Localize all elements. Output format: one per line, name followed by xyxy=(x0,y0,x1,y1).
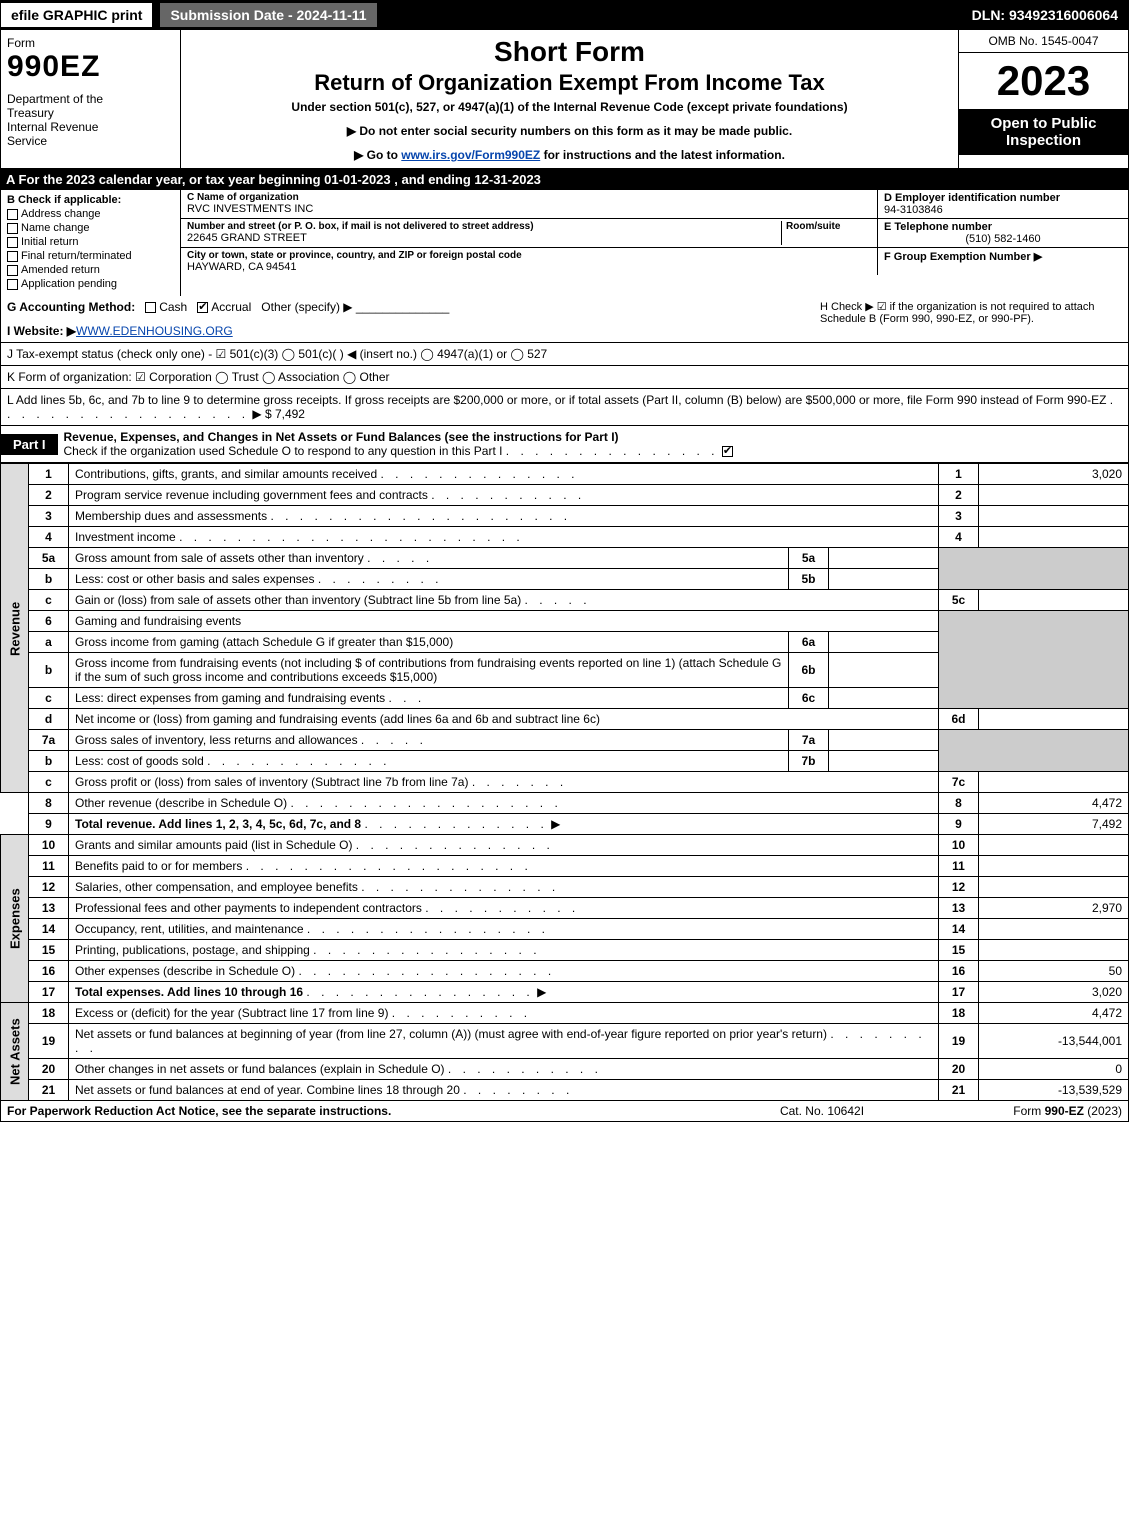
line-table: Revenue 1Contributions, gifts, grants, a… xyxy=(0,463,1129,1101)
org-name: RVC INVESTMENTS INC xyxy=(187,203,871,215)
check-initial-return[interactable]: Initial return xyxy=(7,236,174,248)
form-header: Form 990EZ Department of theTreasuryInte… xyxy=(0,30,1129,169)
netassets-side-label: Net Assets xyxy=(1,1003,29,1101)
form-word: Form xyxy=(7,36,174,50)
part1-title: Revenue, Expenses, and Changes in Net As… xyxy=(64,430,619,444)
part1-schedule-o-check[interactable] xyxy=(722,446,733,457)
line1-val: 3,020 xyxy=(979,464,1129,485)
check-final-return[interactable]: Final return/terminated xyxy=(7,250,174,262)
paperwork-notice: For Paperwork Reduction Act Notice, see … xyxy=(7,1104,722,1118)
line9-val: 7,492 xyxy=(979,814,1129,835)
check-address-change[interactable]: Address change xyxy=(7,208,174,220)
footer: For Paperwork Reduction Act Notice, see … xyxy=(0,1101,1129,1122)
dln-label: DLN: 93492316006064 xyxy=(962,3,1128,27)
b-label: B Check if applicable: xyxy=(7,194,174,206)
c-address: Number and street (or P. O. box, if mail… xyxy=(181,219,878,247)
col-cdef: C Name of organization RVC INVESTMENTS I… xyxy=(181,190,1128,296)
form-number: 990EZ xyxy=(7,50,174,84)
form-footer: Form 990-EZ (2023) xyxy=(922,1104,1122,1118)
l-gross-receipts: L Add lines 5b, 6c, and 7b to line 9 to … xyxy=(0,389,1129,426)
tax-year: 2023 xyxy=(959,53,1128,109)
section-bcdef: B Check if applicable: Address change Na… xyxy=(0,190,1129,296)
k-org-form: K Form of organization: ☑ Corporation ◯ … xyxy=(0,366,1129,389)
row-a-calendar: A For the 2023 calendar year, or tax yea… xyxy=(0,169,1129,190)
line17-val: 3,020 xyxy=(979,982,1129,1003)
omb-number: OMB No. 1545-0047 xyxy=(959,30,1128,53)
line19-val: -13,544,001 xyxy=(979,1024,1129,1059)
part1-header-row: Part I Revenue, Expenses, and Changes in… xyxy=(0,426,1129,463)
c-city: City or town, state or province, country… xyxy=(181,248,878,275)
line13-val: 2,970 xyxy=(979,898,1129,919)
j-tax-exempt: J Tax-exempt status (check only one) - ☑… xyxy=(0,343,1129,366)
i-website: I Website: ▶WWW.EDENHOUSING.ORG xyxy=(7,324,812,338)
header-left: Form 990EZ Department of theTreasuryInte… xyxy=(1,30,181,168)
under-section: Under section 501(c), 527, or 4947(a)(1)… xyxy=(191,100,948,114)
city-value: HAYWARD, CA 94541 xyxy=(187,261,871,273)
header-right: OMB No. 1545-0047 2023 Open to Public In… xyxy=(958,30,1128,168)
short-form-title: Short Form xyxy=(191,36,948,68)
header-center: Short Form Return of Organization Exempt… xyxy=(181,30,958,168)
dept-label: Department of theTreasuryInternal Revenu… xyxy=(7,92,174,148)
line16-val: 50 xyxy=(979,961,1129,982)
col-b-checkboxes: B Check if applicable: Address change Na… xyxy=(1,190,181,296)
check-amended-return[interactable]: Amended return xyxy=(7,264,174,276)
line21-val: -13,539,529 xyxy=(979,1080,1129,1101)
check-application-pending[interactable]: Application pending xyxy=(7,278,174,290)
expenses-side-label: Expenses xyxy=(1,835,29,1003)
f-group: F Group Exemption Number ▶ xyxy=(878,248,1128,275)
line8-val: 4,472 xyxy=(979,793,1129,814)
ssn-note: ▶ Do not enter social security numbers o… xyxy=(191,124,948,138)
part1-check-note: Check if the organization used Schedule … xyxy=(64,444,503,458)
check-name-change[interactable]: Name change xyxy=(7,222,174,234)
topbar: efile GRAPHIC print Submission Date - 20… xyxy=(0,0,1129,30)
e-phone: E Telephone number (510) 582-1460 xyxy=(878,219,1128,247)
goto-note: ▶ Go to www.irs.gov/Form990EZ for instru… xyxy=(191,148,948,162)
line18-val: 4,472 xyxy=(979,1003,1129,1024)
cat-no: Cat. No. 10642I xyxy=(722,1104,922,1118)
g-accounting: G Accounting Method: Cash Accrual Other … xyxy=(7,300,812,314)
submission-date: Submission Date - 2024-11-11 xyxy=(158,1,378,29)
return-title: Return of Organization Exempt From Incom… xyxy=(191,70,948,96)
row-ghi: G Accounting Method: Cash Accrual Other … xyxy=(0,296,1129,343)
d-ein: D Employer identification number 94-3103… xyxy=(878,190,1128,218)
part1-badge: Part I xyxy=(1,434,58,455)
phone-value: (510) 582-1460 xyxy=(884,233,1122,245)
street-address: 22645 GRAND STREET xyxy=(187,232,781,244)
h-check: H Check ▶ ☑ if the organization is not r… xyxy=(812,300,1122,338)
website-link[interactable]: WWW.EDENHOUSING.ORG xyxy=(76,324,233,338)
revenue-side-label: Revenue xyxy=(1,464,29,793)
irs-link[interactable]: www.irs.gov/Form990EZ xyxy=(401,148,540,162)
line20-val: 0 xyxy=(979,1059,1129,1080)
c-name: C Name of organization RVC INVESTMENTS I… xyxy=(181,190,878,218)
ein-value: 94-3103846 xyxy=(884,204,1122,216)
inspection-notice: Open to Public Inspection xyxy=(959,109,1128,155)
efile-print-label: efile GRAPHIC print xyxy=(1,3,152,27)
